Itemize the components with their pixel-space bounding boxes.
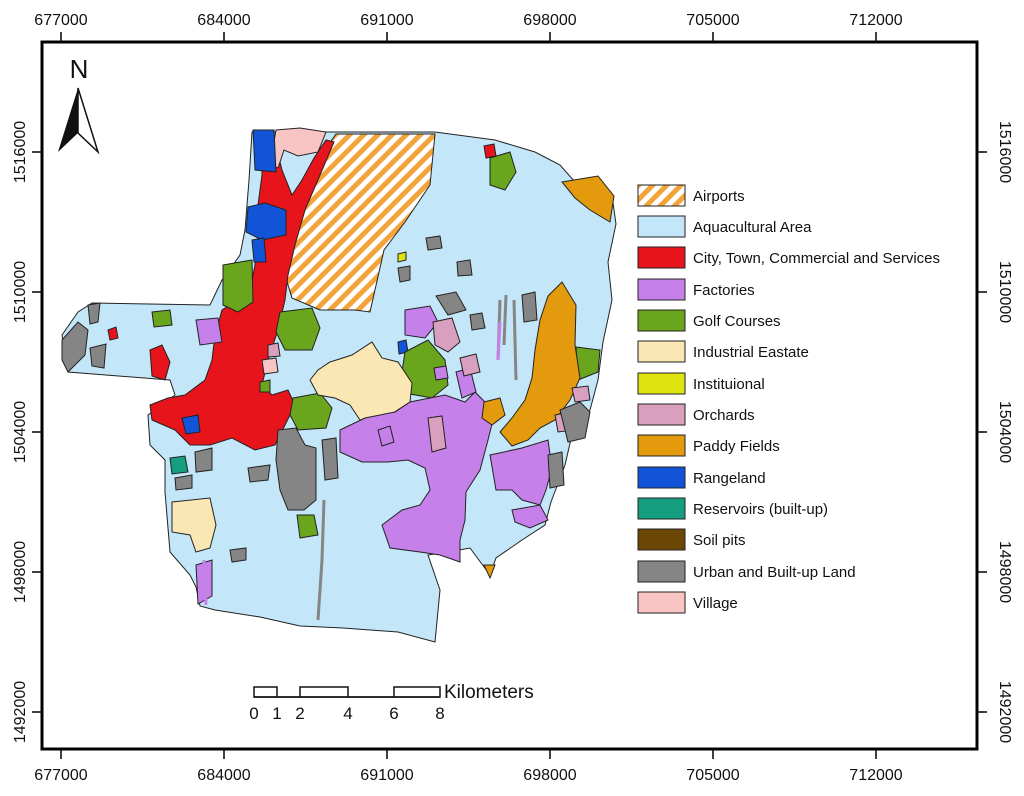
scale-bar-unit: Kilometers <box>444 682 534 703</box>
legend: Airports Aquacultural Area City, Town, C… <box>637 184 940 614</box>
scale-bar: Kilometers 0 1 2 4 6 8 <box>249 682 533 723</box>
legend-label-factories: Factories <box>693 282 755 299</box>
legend-swatch-industrial <box>637 340 686 363</box>
region-city <box>149 344 171 381</box>
scale-label-6: 6 <box>389 704 398 723</box>
legend-swatch-orchards <box>637 403 686 426</box>
x-tick-top-5: 705000 <box>686 12 739 29</box>
legend-label-city: City, Town, Commercial and Services <box>693 250 940 267</box>
legend-swatch-city <box>637 246 686 269</box>
y-tick-left-2: 1510000 <box>12 261 29 323</box>
region-paddy <box>561 175 615 223</box>
y-tick-right-3: 1504000 <box>996 401 1013 463</box>
region-institutional <box>397 251 407 263</box>
y-tick-left-5: 1492000 <box>12 681 29 743</box>
legend-swatch-reservoirs <box>637 497 686 520</box>
region-golf <box>222 259 254 313</box>
legend-label-aquacultural: Aquacultural Area <box>693 219 812 236</box>
x-tick-bottom-4: 698000 <box>523 767 576 784</box>
y-tick-left-1: 1516000 <box>12 121 29 183</box>
y-tick-right-4: 1498000 <box>996 541 1013 603</box>
region-urban <box>61 321 89 373</box>
north-arrow-label: N <box>70 54 89 84</box>
x-tick-top-4: 698000 <box>523 12 576 29</box>
legend-swatch-aquacultural <box>637 215 686 238</box>
legend-label-airports: Airports <box>693 188 745 205</box>
legend-label-orchards: Orchards <box>693 407 755 424</box>
legend-swatch-airports <box>637 184 686 207</box>
legend-label-soil-pits: Soil pits <box>693 532 746 549</box>
scale-label-4: 4 <box>343 704 352 723</box>
region-rangeland <box>252 129 277 173</box>
region-reservoir <box>169 455 189 475</box>
x-tick-top-6: 712000 <box>849 12 902 29</box>
x-tick-bottom-5: 705000 <box>686 767 739 784</box>
tick-marks <box>32 32 987 759</box>
y-tick-right-2: 1510000 <box>996 261 1013 323</box>
legend-label-reservoirs: Reservoirs (built-up) <box>693 501 828 518</box>
scale-label-2: 2 <box>295 704 304 723</box>
x-tick-top-1: 677000 <box>34 12 87 29</box>
scale-label-0: 0 <box>249 704 258 723</box>
legend-label-industrial: Industrial Eastate <box>693 344 809 361</box>
y-tick-right-1: 1516000 <box>996 121 1013 183</box>
legend-label-institutional: Instituional <box>693 376 765 393</box>
legend-swatch-factories <box>637 278 686 301</box>
legend-swatch-urban <box>637 560 686 583</box>
legend-swatch-village <box>637 591 686 614</box>
x-tick-bottom-2: 684000 <box>197 767 250 784</box>
x-tick-bottom-6: 712000 <box>849 767 902 784</box>
legend-label-urban: Urban and Built-up Land <box>693 564 856 581</box>
scale-label-1: 1 <box>272 704 281 723</box>
x-tick-bottom-3: 691000 <box>360 767 413 784</box>
legend-label-golf: Golf Courses <box>693 313 781 330</box>
north-arrow-left-half <box>58 88 78 152</box>
north-arrow: N <box>58 54 100 155</box>
y-tick-left-3: 1504000 <box>12 401 29 463</box>
y-tick-right-5: 1492000 <box>996 681 1013 743</box>
legend-swatch-golf <box>637 309 686 332</box>
scale-bar-segments <box>253 686 441 698</box>
legend-swatch-rangeland <box>637 466 686 489</box>
x-tick-top-3: 691000 <box>360 12 413 29</box>
y-tick-left-4: 1498000 <box>12 541 29 603</box>
region-orchards <box>432 317 461 353</box>
x-tick-bottom-1: 677000 <box>34 767 87 784</box>
legend-label-rangeland: Rangeland <box>693 470 766 487</box>
legend-label-village: Village <box>693 595 738 612</box>
legend-label-paddy: Paddy Fields <box>693 438 780 455</box>
land-use-polygons <box>61 127 617 643</box>
north-arrow-right-half <box>77 87 100 155</box>
x-tick-top-2: 684000 <box>197 12 250 29</box>
legend-swatch-soil-pits <box>637 528 686 551</box>
scale-label-8: 8 <box>435 704 444 723</box>
legend-swatch-paddy <box>637 434 686 457</box>
legend-swatch-institutional <box>637 372 686 395</box>
